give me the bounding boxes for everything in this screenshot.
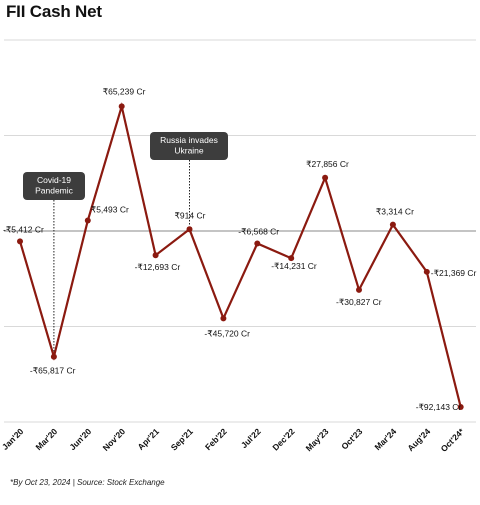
annotation-text: Pandemic [35,186,74,196]
annotation-text: Ukraine [174,146,204,156]
data-point [423,268,430,275]
data-label: -₹65,817 Cr [30,366,76,376]
x-tick-label: Jul'22 [239,426,263,450]
data-label: ₹65,239 Cr [103,86,146,96]
data-label: -₹6,568 Cr [238,227,279,237]
x-tick-label: Jan'20 [0,426,26,452]
x-tick-label: Aug'24 [405,426,432,453]
data-point [254,240,261,247]
data-label: -₹5,412 Cr [3,224,44,234]
x-tick-label: Sep'21 [169,426,195,452]
data-label: -₹92,143 Cr [416,402,462,412]
data-point [356,286,362,293]
x-tick-label: May'23 [304,426,331,453]
data-label: -₹14,231 Cr [271,261,317,271]
data-point [322,174,329,181]
data-point [389,221,396,228]
annotation-text: Covid-19 [37,175,71,185]
x-tick-label: Apr'21 [135,426,161,452]
annotation-box [150,132,228,160]
x-tick-label: Jun'20 [67,426,93,452]
data-point [84,217,91,224]
series-line [18,102,462,408]
data-point [220,315,227,322]
data-point [50,353,57,360]
data-label: -₹45,720 Cr [204,328,250,338]
x-tick-label: Mar'24 [372,426,398,452]
x-tick-label: Oct'23 [339,426,364,451]
data-point [152,252,159,259]
data-label: ₹5,493 Cr [91,205,129,215]
data-label: -₹21,369 Cr [431,268,477,278]
data-point [17,238,23,245]
data-label: -₹12,693 Cr [135,262,181,272]
x-tick-label: Oct'24* [439,426,467,454]
data-point [288,255,295,262]
data-label: -₹30,827 Cr [336,297,382,307]
data-label: ₹914 Cr [175,210,206,220]
data-label: ₹27,856 Cr [306,159,349,169]
data-point [186,226,193,233]
chart-title: FII Cash Net [6,2,102,21]
x-tick-label: Feb'22 [203,426,229,452]
x-tick-label: Mar'20 [33,426,59,452]
data-point [457,403,464,410]
footnote: *By Oct 23, 2024 | Source: Stock Exchang… [10,478,165,487]
data-label: ₹3,314 Cr [376,207,414,217]
annotation-box [23,172,85,200]
data-point [118,103,125,110]
x-tick-label: Dec'22 [270,426,296,452]
annotation-text: Russia invades [160,135,218,145]
x-tick-label: Nov'20 [101,426,128,453]
